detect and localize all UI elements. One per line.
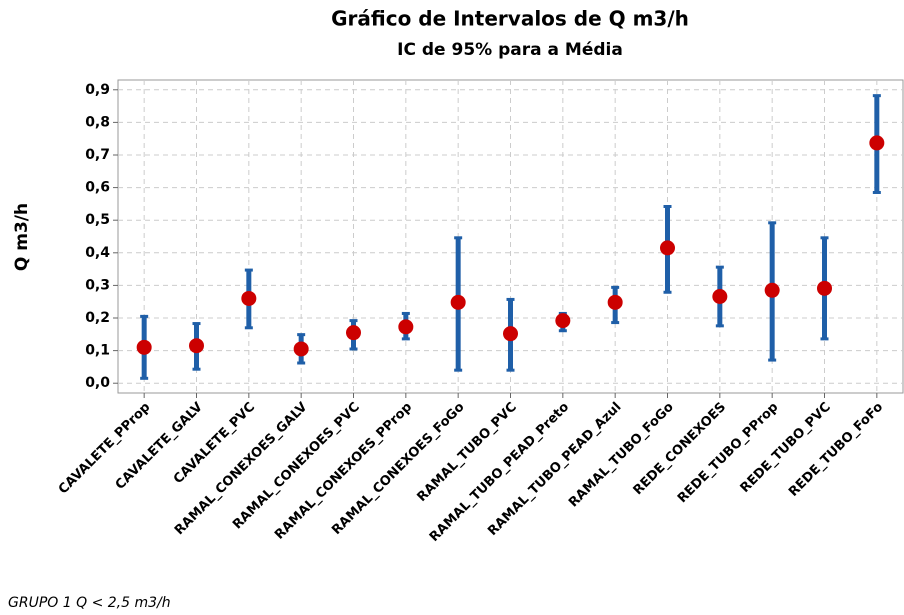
y-tick-label: 0,2 (85, 310, 110, 326)
chart-title: Gráfico de Intervalos de Q m3/h (331, 7, 689, 31)
mean-point (607, 294, 623, 310)
x-tick-label: REDE_TUBO_FoFo (786, 400, 886, 500)
x-tick-label: RAMAL_TUBO_FoGo (566, 400, 677, 511)
mean-point (660, 240, 675, 256)
mean-point (503, 326, 518, 342)
mean-point (869, 135, 885, 151)
mean-point (293, 341, 309, 357)
y-tick-label: 0,3 (85, 277, 110, 293)
mean-point (241, 290, 257, 306)
mean-point (555, 313, 571, 329)
x-tick-label: REDE_TUBO_PProp (675, 400, 782, 507)
mean-point (817, 280, 832, 296)
y-tick-label: 0,7 (85, 147, 110, 163)
mean-point (136, 339, 152, 355)
y-tick-label: 0,0 (85, 375, 110, 391)
y-tick-label: 0,9 (85, 82, 110, 98)
y-axis-label: Q m3/h (12, 203, 32, 271)
y-tick-label: 0,5 (85, 212, 110, 228)
chart-subtitle: IC de 95% para a Média (397, 40, 623, 60)
y-tick-label: 0,6 (85, 180, 110, 196)
y-tick-label: 0,4 (85, 245, 110, 261)
mean-point (764, 282, 780, 298)
mean-point (189, 338, 204, 354)
mean-point (398, 319, 414, 335)
x-tick-label: RAMAL_TUBO_PVC (415, 400, 520, 505)
x-tick-label: REDE_CONEXOES (631, 400, 729, 498)
y-tick-label: 0,8 (85, 114, 110, 130)
x-tick-label: CAVALETE_GALV (113, 400, 206, 493)
mean-point (450, 294, 466, 310)
mean-point (712, 288, 728, 304)
x-tick-label: CAVALETE_PProp (56, 400, 154, 498)
mean-point (346, 325, 361, 341)
footnote: GRUPO 1 Q < 2,5 m3/h (8, 595, 171, 611)
y-tick-label: 0,1 (85, 343, 110, 359)
x-tick-label: REDE_TUBO_PVC (738, 400, 834, 496)
